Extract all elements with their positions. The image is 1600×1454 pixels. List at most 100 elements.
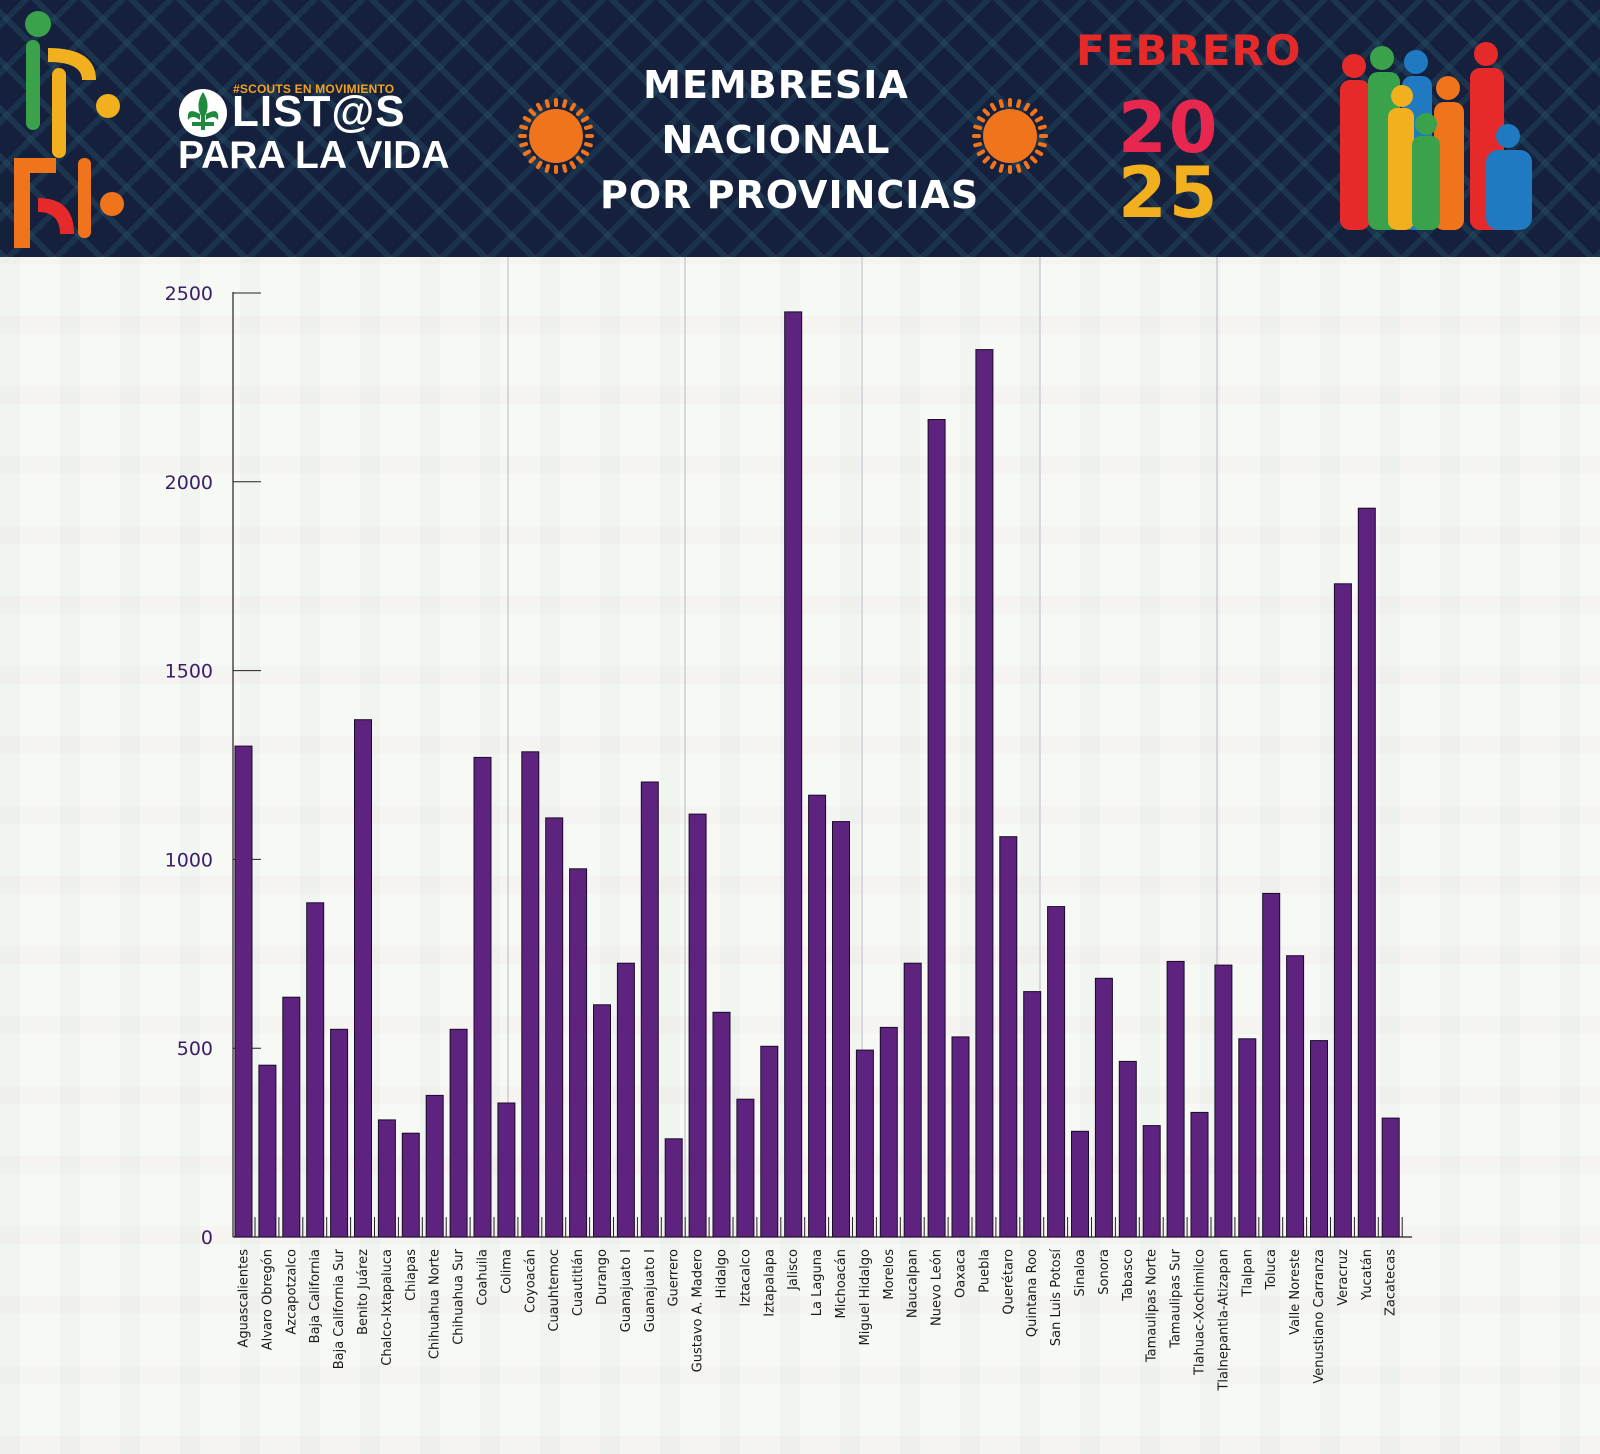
title-line-2: NACIONAL	[661, 118, 891, 162]
x-category-label: Benito Juárez	[356, 1249, 371, 1335]
bar-48	[1381, 1117, 1400, 1238]
x-category-label: Sonora	[1097, 1249, 1112, 1295]
scout-fleur-de-lis-icon	[179, 89, 227, 137]
x-category-label: Aguascalientes	[237, 1249, 252, 1348]
x-category-label: Guanajuato I	[643, 1249, 658, 1332]
bar-22	[760, 1045, 779, 1238]
x-category-label: Baja California	[308, 1249, 323, 1343]
scouts-logo: #SCOUTS EN MOVIMIENTO LIST@S PARA LA VID…	[178, 82, 458, 182]
x-category-label: Zacatecas	[1384, 1249, 1399, 1316]
x-category-label: Venustiano Carranza	[1312, 1249, 1327, 1384]
bar-29	[927, 419, 946, 1238]
bar-35	[1071, 1130, 1089, 1238]
x-category-label: Durango	[595, 1249, 610, 1305]
y-tick-label: 2500	[165, 283, 213, 305]
bar-17	[640, 781, 659, 1238]
y-tick-label: 500	[177, 1038, 213, 1060]
sun-icon	[518, 98, 594, 174]
bar-6	[377, 1119, 396, 1238]
bar-8	[425, 1094, 444, 1238]
x-category-label: Azcapotzalco	[284, 1249, 299, 1335]
bar-34	[1047, 906, 1066, 1238]
x-category-label: Tlalpan	[1240, 1249, 1255, 1298]
x-category-label: Iztacalco	[738, 1249, 753, 1307]
year-top: 20	[1118, 87, 1220, 169]
title-line-1: MEMBRESIA	[643, 63, 909, 107]
x-category-label: Coyoacán	[523, 1249, 538, 1313]
bar-37	[1118, 1060, 1137, 1238]
bar-4	[330, 1028, 349, 1238]
bar-38	[1142, 1125, 1161, 1238]
x-category-label: Querétaro	[1001, 1249, 1016, 1315]
bar-27	[879, 1026, 898, 1238]
bar-40	[1190, 1111, 1209, 1238]
x-category-label: Valle Noreste	[1288, 1249, 1303, 1335]
x-category-label: Baja California Sur	[332, 1248, 347, 1369]
bar-3	[306, 902, 325, 1238]
bar-47	[1357, 507, 1376, 1238]
x-category-label: Morelos	[882, 1249, 897, 1300]
x-category-label: Toluca	[1264, 1249, 1279, 1291]
x-category-label: Nuevo León	[930, 1249, 945, 1326]
bar-24	[808, 794, 827, 1238]
x-category-label: Cuauhtemoc	[547, 1249, 562, 1332]
chart-title: MEMBRESIA NACIONAL POR PROVINCIAS	[600, 58, 978, 223]
x-category-label: Chihuahua Sur	[452, 1248, 467, 1344]
x-category-label: Coahuila	[476, 1249, 491, 1306]
x-category-label: Guerrero	[667, 1249, 682, 1307]
x-category-label: Tlahuac-Xochimilco	[1193, 1249, 1208, 1376]
bar-31	[975, 349, 994, 1238]
x-category-label: Iztapalapa	[762, 1249, 777, 1317]
bar-23	[784, 311, 803, 1238]
scouts-silhouettes-illustration	[1340, 42, 1532, 230]
bar-2	[282, 996, 301, 1238]
decorative-motif-icon	[14, 11, 124, 248]
x-category-label: Puebla	[977, 1249, 992, 1293]
bar-41	[1214, 964, 1233, 1238]
x-category-label: Hidalgo	[715, 1249, 730, 1298]
bar-chart: 0 500 1000 1500 2000 2500 Aguascalientes Alvaro…	[165, 257, 1413, 1392]
month-label: FEBRERO	[1076, 26, 1302, 75]
x-category-label: Tabasco	[1121, 1249, 1136, 1302]
bar-39	[1166, 960, 1185, 1238]
bar-0	[234, 745, 253, 1238]
x-category-label: Colima	[499, 1249, 514, 1294]
x-category-label: Chihuahua Norte	[428, 1249, 443, 1359]
bar-15	[593, 1004, 611, 1238]
bar-18	[664, 1138, 683, 1238]
x-category-label: Chiapas	[404, 1249, 419, 1301]
x-category-label: La Laguna	[810, 1249, 825, 1316]
bar-14	[569, 868, 588, 1238]
banner-header: #SCOUTS EN MOVIMIENTO LIST@S PARA LA VID…	[0, 0, 1600, 257]
x-category-label: Chalco-Ixtapaluca	[380, 1249, 395, 1366]
bar-25	[832, 821, 850, 1238]
bar-10	[473, 756, 492, 1238]
x-category-label: Quintana Roo	[1025, 1249, 1040, 1337]
x-category-label: Alvaro Obregón	[260, 1249, 275, 1350]
sun-icon	[972, 98, 1048, 174]
x-category-label: Sinaloa	[1073, 1249, 1088, 1297]
y-tick-label: 1000	[165, 849, 213, 871]
y-tick-label: 0	[201, 1227, 213, 1249]
y-tick-label: 1500	[165, 661, 213, 683]
bar-7	[401, 1132, 420, 1238]
bar-30	[951, 1036, 970, 1238]
bar-42	[1238, 1038, 1257, 1238]
bar-19	[688, 813, 707, 1238]
x-category-label: Tamaulipas Norte	[1145, 1249, 1160, 1363]
bar-5	[354, 719, 372, 1238]
x-category-label: Veracruz	[1336, 1249, 1351, 1306]
bar-21	[736, 1098, 755, 1238]
bar-1	[258, 1064, 277, 1238]
y-tick-label: 2000	[165, 472, 213, 494]
x-category-label: Gustavo A. Madero	[691, 1249, 706, 1372]
bar-11	[497, 1102, 516, 1238]
x-category-label: Naucalpan	[906, 1249, 921, 1318]
bar-43	[1262, 892, 1281, 1238]
x-category-label: Cuautitlán	[571, 1249, 586, 1316]
x-category-label: Jalisco	[786, 1249, 801, 1291]
brand-line-2: PARA LA VIDA	[178, 134, 450, 177]
bar-44	[1286, 955, 1305, 1238]
x-category-label: Michoacán	[834, 1249, 849, 1319]
x-category-label: Tlalnepantla-Atizapan	[1216, 1249, 1231, 1392]
